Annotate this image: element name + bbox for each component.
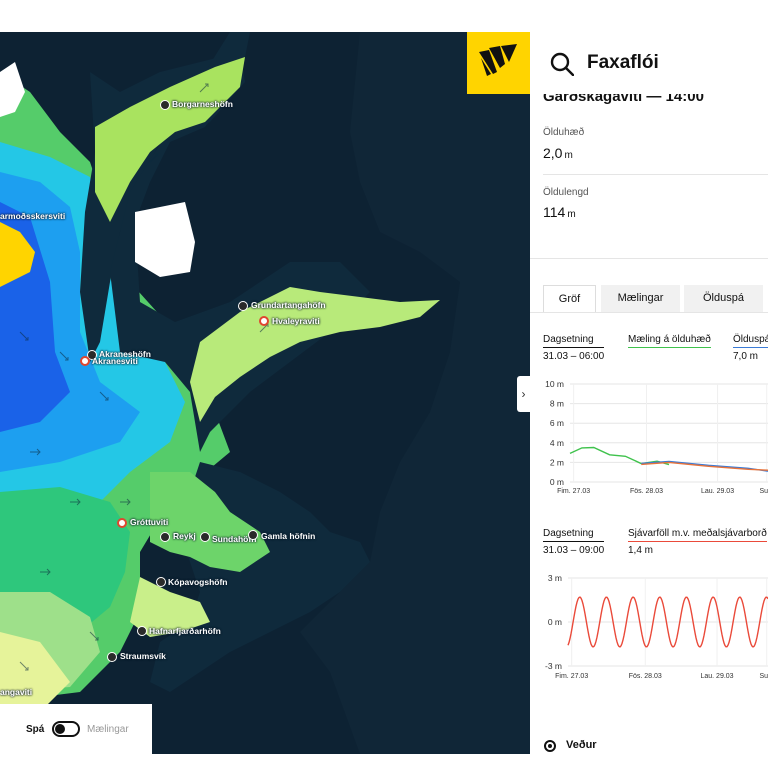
collapse-panel-button[interactable]: › — [517, 376, 530, 412]
y-tick-label: 2 m — [550, 457, 564, 467]
harbor-pin[interactable] — [87, 350, 97, 360]
x-tick-label: Fös. 28.03 — [630, 488, 663, 495]
place-label[interactable]: Akranesviti — [92, 356, 138, 366]
toggle-knob[interactable] — [55, 724, 65, 734]
forecast-measurement-toggle: Spá Mælingar — [0, 704, 152, 754]
harbor-pin[interactable] — [156, 577, 166, 587]
place-label[interactable]: Straumsvík — [120, 651, 166, 661]
panel-body: Garðskagaviti — 14:00 Ölduhæð 2,0 m Öldul… — [530, 94, 768, 768]
divider — [530, 258, 768, 259]
lighthouse-pin[interactable] — [117, 518, 127, 528]
series-line — [569, 446, 670, 466]
y-tick-label: 4 m — [550, 438, 564, 448]
radio-selected-icon[interactable] — [544, 740, 556, 752]
harbor-pin[interactable] — [238, 301, 248, 311]
tide-chart[interactable]: 3 m 0 m -3 m Fim. 27.03 Fös. 28.03 Lau. 29.03… — [530, 572, 768, 688]
legend-date: Dagsetning 31.03 – 06:00 — [543, 334, 605, 362]
lighthouse-pin[interactable] — [80, 356, 90, 366]
divider — [530, 312, 768, 313]
y-tick-label: 0 m — [550, 477, 564, 487]
series-line — [641, 461, 768, 471]
metric-label-wave-length: Öldulengd — [543, 187, 589, 198]
place-label[interactable]: angaviti — [0, 687, 33, 697]
logo-mark-icon — [479, 44, 517, 76]
place-label[interactable]: Hvaleyraviti — [272, 316, 320, 326]
harbor-pin[interactable] — [137, 626, 147, 636]
chevron-right-icon: › — [521, 387, 526, 401]
tab-wave-forecast[interactable]: Ölduspá — [684, 285, 763, 313]
tide-series-line — [567, 596, 768, 648]
harbor-pin[interactable] — [200, 532, 210, 542]
lighthouse-pin[interactable] — [259, 316, 269, 326]
y-tick-label: 10 m — [545, 379, 564, 389]
place-label[interactable]: Gamla höfnin — [261, 531, 316, 541]
search-icon[interactable] — [550, 52, 574, 76]
y-tick-label: 0 m — [548, 617, 562, 627]
place-label[interactable]: Sundahöfn — [212, 534, 257, 544]
logo[interactable] — [467, 32, 530, 94]
tab-bar: Gröf Mælingar Ölduspá — [543, 285, 768, 313]
x-tick-label: Fim. 27.03 — [557, 488, 590, 495]
legend-forecast: Ölduspá 7,0 m — [733, 334, 768, 362]
wave-map[interactable]: Borgarneshöfn armoðsskersviti Grundartan… — [0, 32, 530, 754]
y-tick-label: 6 m — [550, 418, 564, 428]
legend-tide-date: Dagsetning 31.03 – 09:00 — [543, 528, 605, 556]
place-label[interactable]: Gróttuviti — [130, 517, 169, 527]
harbor-pin[interactable] — [248, 530, 258, 540]
place-label[interactable]: Borgarneshöfn — [172, 99, 233, 109]
weather-radio-label: Veður — [566, 739, 597, 751]
divider — [543, 174, 768, 175]
x-tick-label: Fös. 28.03 — [629, 673, 662, 680]
toggle-switch[interactable] — [52, 721, 80, 737]
x-tick-label: Fim. 27.03 — [555, 673, 588, 680]
metric-value-wave-length: 114 m — [543, 204, 576, 220]
legend-measured: Mæling á ölduhæð — [628, 334, 711, 351]
y-tick-label: 3 m — [548, 573, 562, 583]
y-tick-label: 8 m — [550, 399, 564, 409]
harbor-pin[interactable] — [107, 652, 117, 662]
search-title[interactable]: Faxaflói — [587, 52, 659, 73]
tab-measurements[interactable]: Mælingar — [601, 285, 680, 313]
place-label[interactable]: Hafnarfjarðarhöfn — [149, 626, 221, 636]
metric-value-wave-height: 2,0 m — [543, 145, 573, 161]
y-tick-label: -3 m — [545, 661, 562, 671]
x-tick-label: Lau. 29.03 — [700, 673, 733, 680]
tab-graphs[interactable]: Gröf — [543, 285, 596, 313]
toggle-label-forecast: Spá — [26, 724, 45, 735]
x-tick-label: Sun. — [760, 673, 768, 680]
place-label[interactable]: Reykj — [173, 531, 196, 541]
top-bar — [0, 0, 768, 32]
metric-label-wave-height: Ölduhæð — [543, 127, 585, 138]
place-label[interactable]: Kópavogshöfn — [168, 577, 228, 587]
place-label[interactable]: Grundartangahöfn — [251, 300, 326, 310]
harbor-pin[interactable] — [160, 100, 170, 110]
x-tick-label: Sun. — [760, 488, 768, 495]
place-label[interactable]: Akraneshöfn — [99, 349, 151, 359]
place-label[interactable]: armoðsskersviti — [0, 211, 66, 221]
side-panel: Faxaflói Garðskagaviti — 14:00 Ölduhæð 2… — [530, 32, 768, 768]
harbor-pin[interactable] — [160, 532, 170, 542]
map-surface — [0, 32, 530, 754]
search-bar[interactable]: Faxaflói — [530, 32, 768, 94]
station-title: Garðskagaviti — 14:00 — [543, 94, 704, 105]
toggle-label-measurements: Mælingar — [87, 724, 129, 735]
x-tick-label: Lau. 29.03 — [701, 488, 734, 495]
legend-tide: Sjávarföll m.v. meðalsjávarborð 1,4 m — [628, 528, 767, 556]
